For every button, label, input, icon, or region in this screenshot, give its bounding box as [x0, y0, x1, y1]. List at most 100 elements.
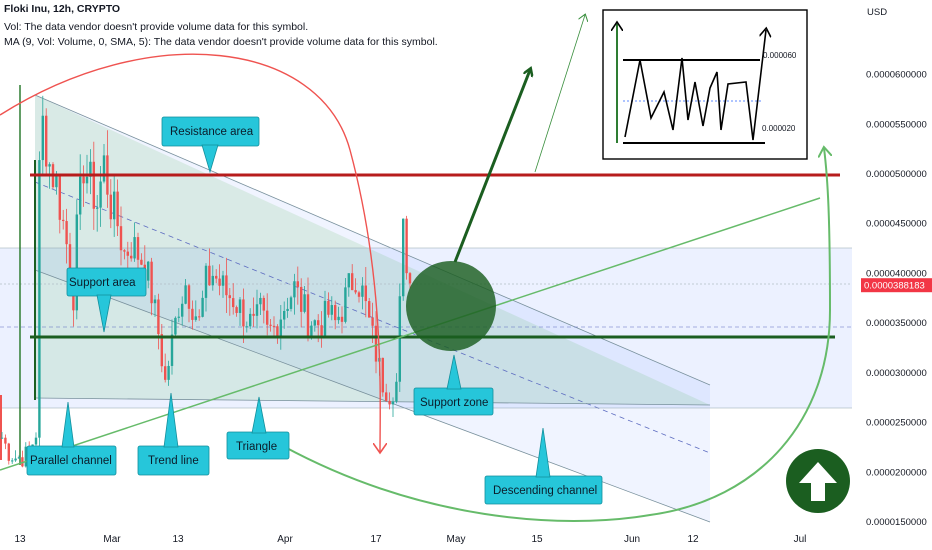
candle-body	[34, 437, 38, 445]
candle-body	[272, 325, 276, 327]
candle-body	[68, 244, 72, 277]
candle-body	[14, 458, 17, 461]
pattern-inset: 0.000060 0.000020	[602, 9, 808, 160]
candle-body	[255, 304, 259, 316]
parallel-channel-label: Parallel channel	[30, 455, 112, 467]
candle-body	[109, 194, 112, 220]
candle-body	[123, 250, 126, 252]
x-tick-label: 17	[370, 534, 382, 545]
candle-body	[147, 261, 150, 281]
red-curve-arrow	[0, 53, 380, 452]
y-tick-label: 0.0000200000	[866, 467, 927, 478]
candle-body	[252, 313, 255, 316]
candle-body	[160, 334, 163, 367]
candle-body	[204, 265, 208, 298]
candle-body	[211, 275, 214, 286]
candle-body	[361, 285, 364, 297]
candle-body	[191, 308, 194, 320]
y-tick-label: 0.0000600000	[866, 70, 927, 81]
volume-indicator-note: Vol: The data vendor doesn't provide vol…	[4, 21, 309, 33]
candle-body	[201, 297, 204, 317]
candle-body	[391, 401, 395, 405]
candle-body	[259, 297, 262, 305]
candle-body	[187, 285, 191, 309]
candle-body	[330, 305, 333, 315]
y-tick-label: 0.0000550000	[866, 119, 927, 130]
descending-channel-label: Descending channel	[493, 485, 597, 497]
candle-body	[45, 115, 48, 167]
candle-body	[116, 191, 119, 227]
x-tick-label: May	[447, 534, 466, 545]
candle-body	[405, 218, 408, 274]
up-arrow-badge[interactable]	[786, 449, 850, 513]
candle-body	[150, 261, 153, 304]
candle-body	[82, 176, 85, 184]
candle-body	[306, 294, 310, 336]
parallel-channel-callout[interactable]: Parallel channel	[26, 401, 117, 476]
candle-body	[371, 317, 374, 326]
candle-body	[228, 295, 231, 299]
last-price-tag	[861, 278, 932, 293]
candle-body	[235, 307, 238, 313]
candle-body	[167, 365, 170, 380]
candle-body	[225, 275, 228, 296]
triangle-callout[interactable]: Triangle	[226, 396, 290, 460]
triangle-base-line	[34, 397, 711, 406]
y-tick-label: 0.0000400000	[866, 268, 927, 279]
candle-body	[266, 310, 269, 325]
support-zone-callout[interactable]: Support zone	[413, 354, 494, 416]
candle-body	[140, 259, 143, 265]
candle-body	[245, 326, 248, 328]
candle-body	[351, 273, 354, 291]
candle-body	[177, 316, 180, 318]
inset-lower-label: 0.000020	[762, 124, 796, 133]
ma-indicator-note: MA (9, Vol: Volume, 0, SMA, 5): The data…	[4, 36, 438, 48]
candle-body	[357, 292, 361, 297]
candle-body	[232, 298, 235, 308]
candle-body	[0, 437, 4, 439]
candle-body	[126, 251, 129, 256]
candle-body	[402, 218, 405, 297]
y-tick-label: 0.0000500000	[866, 169, 927, 180]
candle-body	[388, 400, 391, 405]
candle-body	[85, 176, 89, 184]
y-tick-label: 0.0000300000	[866, 368, 927, 379]
candle-body	[170, 334, 174, 366]
candle-body	[337, 316, 340, 321]
resistance-area-callout[interactable]: Resistance area	[161, 116, 260, 174]
candle-body	[11, 460, 14, 462]
candle-body	[17, 457, 21, 459]
chart-title: Floki Inu, 12h, CRYPTO	[4, 3, 121, 15]
candle-body	[344, 287, 347, 322]
candle-body	[238, 299, 242, 313]
candle-body	[7, 443, 10, 461]
y-tick-label: 0.0000150000	[866, 517, 927, 528]
support-zone-label: Support zone	[420, 397, 488, 409]
candle-body	[249, 313, 252, 327]
time-axis[interactable]: 13 Mar 13 Apr 17 May 15 Jun 12 Jul	[0, 527, 852, 550]
candle-body	[347, 273, 350, 288]
candle-body	[96, 207, 99, 209]
candle-body	[198, 316, 201, 318]
candle-body	[133, 237, 136, 259]
candle-body	[4, 437, 7, 444]
support-area-callout[interactable]: Support area	[66, 267, 147, 333]
x-tick-label: Jun	[624, 534, 640, 545]
candle-body	[218, 278, 221, 286]
candle-body	[153, 299, 157, 304]
price-axis[interactable]: USD 0.0000600000 0.0000550000 0.0000500000 0…	[852, 0, 932, 550]
x-tick-label: Apr	[277, 534, 293, 545]
candle-body	[368, 301, 371, 318]
candle-body	[58, 175, 61, 220]
descending-channel-callout[interactable]: Descending channel	[484, 427, 603, 505]
x-tick-label: 13	[172, 534, 184, 545]
trend-line-callout[interactable]: Trend line	[137, 392, 210, 476]
candle-body	[65, 221, 68, 245]
candle-body	[215, 275, 218, 279]
candle-body	[286, 308, 289, 311]
y-tick-label: 0.0000450000	[866, 219, 927, 230]
thin-projection-arrow	[534, 15, 585, 173]
candle-body	[113, 191, 116, 220]
candle-body	[89, 161, 92, 177]
